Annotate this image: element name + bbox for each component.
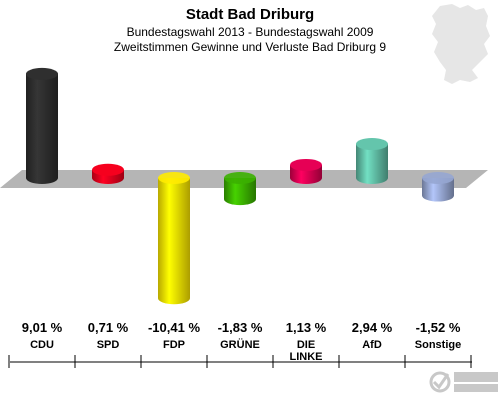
category-label-spd: SPD <box>96 339 120 351</box>
bar-die-linke <box>290 158 322 184</box>
bar-spd <box>92 163 124 184</box>
value-label-cdu: 9,01 % <box>21 320 63 335</box>
category-label-die-linke: DIE LINKE <box>289 339 323 363</box>
votemanager-logo <box>429 371 498 393</box>
value-label-afd: 2,94 % <box>351 320 393 335</box>
category-label-cdu: CDU <box>30 339 54 351</box>
bar-gruene <box>224 172 256 206</box>
category-label-sonstige: Sonstige <box>414 339 462 351</box>
subtitle-2: Zweitstimmen Gewinne und Verluste Bad Dr… <box>113 40 387 54</box>
bar-sonstige <box>422 172 454 202</box>
category-label-afd: AfD <box>362 339 382 351</box>
bar-fdp <box>158 172 190 305</box>
category-label-fdp: FDP <box>163 339 185 351</box>
bar-cdu <box>26 67 58 184</box>
category-label-gruene: GRÜNE <box>220 339 260 351</box>
germany-map-icon <box>432 4 490 84</box>
value-label-gruene: -1,83 % <box>217 320 263 335</box>
value-label-die-linke: 1,13 % <box>285 320 327 335</box>
bar-afd <box>356 138 388 184</box>
subtitle-1: Bundestagswahl 2013 - Bundestagswahl 200… <box>126 25 374 39</box>
page-title: Stadt Bad Driburg <box>185 6 315 23</box>
value-label-fdp: -10,41 % <box>147 320 201 335</box>
value-label-sonstige: -1,52 % <box>415 320 461 335</box>
value-label-spd: 0,71 % <box>87 320 129 335</box>
